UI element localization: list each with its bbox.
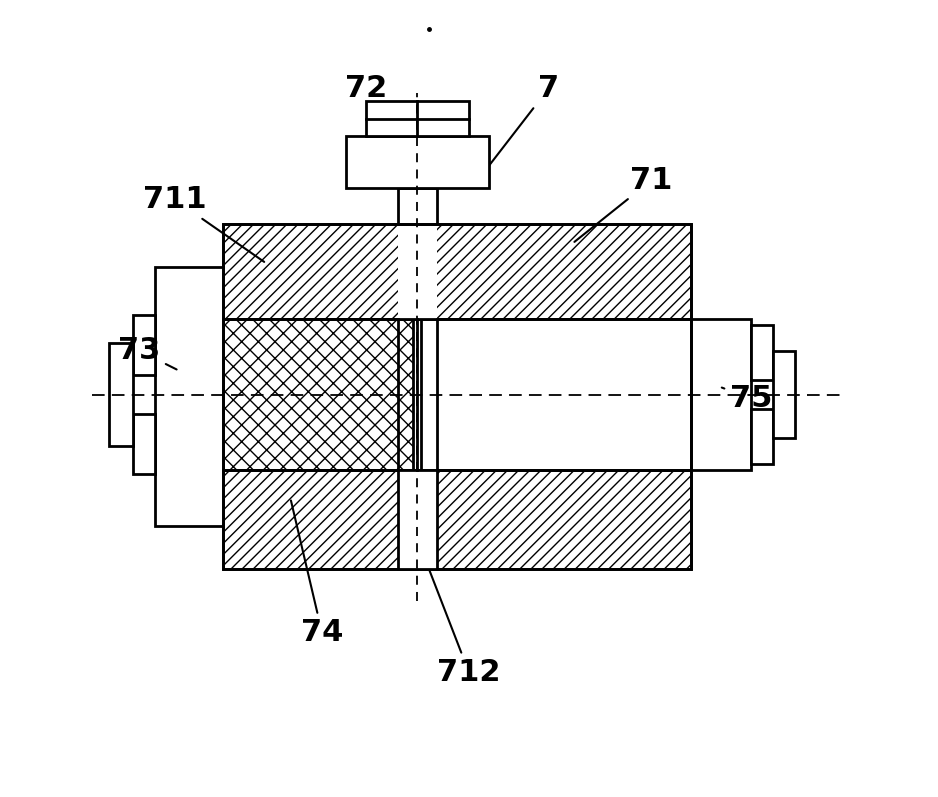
Bar <box>421 319 691 470</box>
Bar <box>133 414 156 474</box>
Bar <box>156 268 223 525</box>
Bar <box>223 224 691 569</box>
Text: 74: 74 <box>291 501 343 647</box>
Bar <box>223 224 691 319</box>
Bar <box>223 319 414 470</box>
Bar <box>751 409 773 465</box>
Bar <box>398 188 437 224</box>
Bar <box>346 136 489 188</box>
Bar <box>773 351 795 438</box>
Bar <box>691 319 751 470</box>
Bar <box>398 470 437 569</box>
Text: 711: 711 <box>144 186 265 262</box>
Text: 72: 72 <box>344 74 404 162</box>
Text: 712: 712 <box>422 552 501 687</box>
Bar <box>223 470 691 569</box>
Text: 75: 75 <box>721 384 772 413</box>
Bar <box>133 315 156 375</box>
Bar <box>366 100 469 136</box>
Text: 71: 71 <box>574 166 673 242</box>
Text: 73: 73 <box>118 336 176 370</box>
Bar <box>109 343 133 446</box>
Bar <box>398 224 437 319</box>
Bar <box>751 324 773 380</box>
Text: 7: 7 <box>483 74 559 174</box>
